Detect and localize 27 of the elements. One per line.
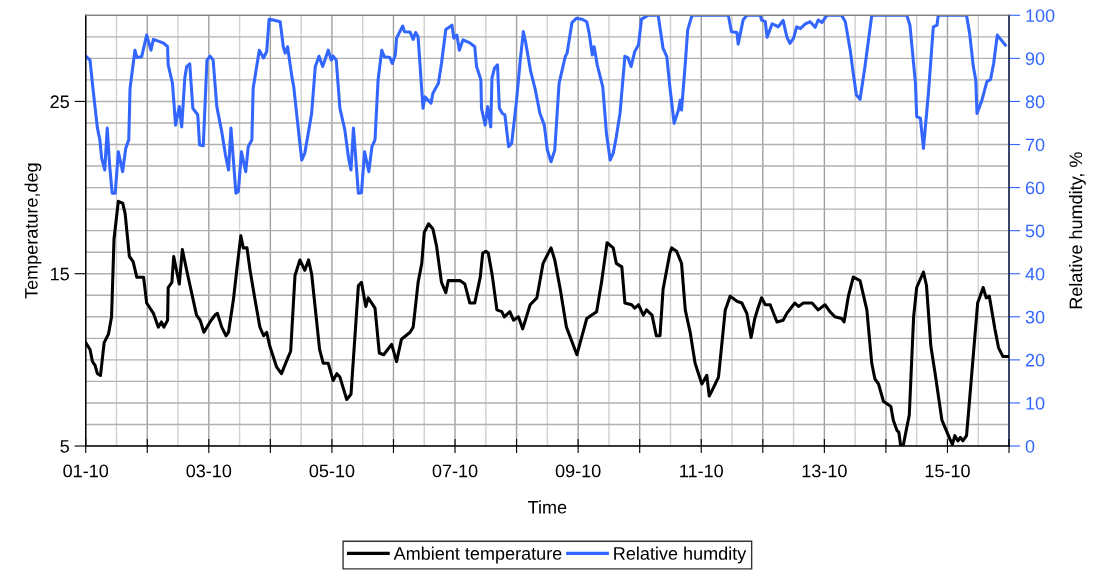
x-tick-label: 05-10 — [309, 464, 355, 478]
y2-tick-label: 60 — [1025, 181, 1045, 195]
y2-tick-label: 10 — [1026, 396, 1045, 410]
x-tick-label: 11-10 — [680, 464, 723, 478]
x-axis-title: Time — [528, 500, 567, 514]
y2-tick-label: 0 — [1025, 439, 1035, 453]
y2-tick-label: 20 — [1025, 353, 1045, 367]
y2-tick-label: 30 — [1025, 310, 1045, 324]
legend-label: Ambient temperature — [393, 546, 562, 564]
y-tick-label: 5 — [60, 440, 69, 453]
y2-axis-title: Relative humdity, % — [1069, 152, 1086, 309]
y2-tick-label: 80 — [1025, 95, 1045, 109]
x-tick-label: 03-10 — [186, 464, 232, 478]
x-tick-label: 01-10 — [63, 464, 109, 478]
y2-tick-label: 100 — [1026, 9, 1055, 23]
x-tick-label: 13-10 — [802, 464, 847, 478]
x-tick-label: 07-10 — [432, 464, 478, 478]
x-tick-label: 09-10 — [555, 464, 601, 478]
y-axis-title: Temperature,deg — [24, 163, 42, 299]
y-tick-label: 15 — [51, 267, 69, 281]
y2-tick-label: 70 — [1025, 138, 1045, 152]
y-tick-label: 25 — [50, 95, 69, 109]
y2-tick-label: 90 — [1025, 52, 1045, 66]
y2-tick-label: 50 — [1025, 224, 1045, 238]
legend-label: Relative humdity — [614, 546, 747, 564]
y2-tick-label: 40 — [1025, 267, 1045, 281]
x-tick-label: 15-10 — [925, 464, 970, 478]
